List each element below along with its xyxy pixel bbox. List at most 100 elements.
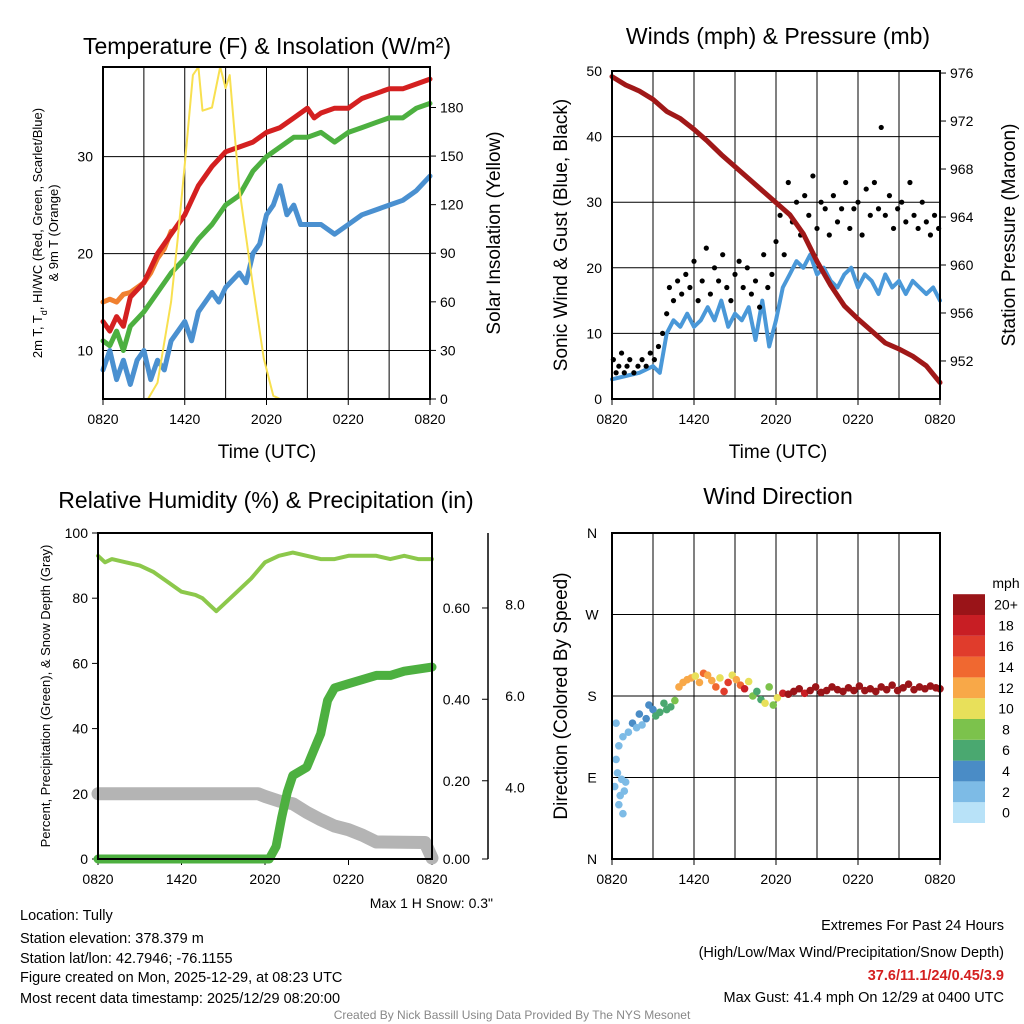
wind-direction-point bbox=[612, 719, 620, 727]
snow-tick-label: 4.0 bbox=[505, 779, 525, 795]
gust-point bbox=[785, 179, 791, 186]
x-tick-label: 2020 bbox=[760, 871, 791, 887]
y-tick-label: 20 bbox=[72, 786, 88, 802]
gust-point bbox=[931, 212, 938, 218]
colorbar-swatch bbox=[953, 781, 985, 803]
wind-direction-point bbox=[635, 710, 644, 718]
x-tick-label: 0220 bbox=[333, 871, 364, 887]
gust-point bbox=[859, 232, 865, 238]
gust-point bbox=[818, 199, 824, 205]
gust-point bbox=[627, 357, 633, 363]
gust-point bbox=[830, 193, 837, 199]
colorbar-label: 12 bbox=[998, 680, 1014, 696]
gust-point bbox=[732, 271, 738, 277]
gust-point bbox=[748, 291, 755, 297]
wind-direction-point bbox=[732, 675, 741, 684]
gust-point bbox=[699, 278, 705, 284]
y2-tick-label: 60 bbox=[440, 294, 456, 310]
gust-point bbox=[711, 265, 718, 271]
colorbar-label: 16 bbox=[998, 638, 1014, 654]
wind-direction-point bbox=[613, 769, 622, 777]
wind-direction-point bbox=[619, 732, 627, 741]
wind-direction-point bbox=[612, 755, 620, 764]
gust-point bbox=[839, 206, 845, 212]
y2-tick-label: 180 bbox=[440, 99, 464, 115]
gust-point bbox=[923, 219, 929, 225]
gust-point bbox=[703, 245, 709, 251]
series-wc bbox=[100, 173, 433, 387]
wind-direction-point bbox=[712, 683, 720, 691]
y-tick-label: W bbox=[585, 607, 599, 623]
y-tick-label: 80 bbox=[72, 590, 88, 606]
plot-frame bbox=[611, 70, 941, 400]
temp-ylabel: 2m T, Td, HI/WC (Red, Green, Scarlet/Blu… bbox=[30, 108, 49, 358]
wind-direction-point bbox=[695, 678, 704, 687]
wind-direction-point bbox=[773, 694, 782, 702]
series-pressure bbox=[609, 74, 943, 386]
x-tick-label: 2020 bbox=[249, 871, 280, 887]
gust-point bbox=[769, 271, 775, 277]
y-tick-label: S bbox=[587, 688, 596, 704]
x-tick-label: 0820 bbox=[87, 411, 118, 427]
y2-tick-label: 120 bbox=[440, 197, 464, 213]
wind-direction-point bbox=[822, 686, 831, 695]
colorbar-swatch bbox=[953, 719, 985, 740]
x-tick-label: 1420 bbox=[166, 871, 197, 887]
x-tick-label: 0220 bbox=[842, 411, 873, 427]
location: Location: Tully bbox=[20, 908, 113, 924]
wind-direction-point bbox=[744, 677, 753, 686]
series-snow-depth bbox=[91, 787, 439, 865]
temp-ylabel-line2: & 9m T (Orange) bbox=[46, 184, 61, 281]
wind-direction-point bbox=[621, 778, 630, 786]
y-tick-label: 50 bbox=[586, 63, 602, 79]
gust-point bbox=[761, 252, 767, 258]
wind-direction-point bbox=[624, 728, 633, 737]
y2-tick-label: 150 bbox=[440, 148, 464, 164]
colorbar-label: 18 bbox=[998, 617, 1014, 633]
gust-point bbox=[886, 193, 893, 199]
gust-point bbox=[911, 212, 917, 218]
extremes-values: 37.6/11.1/24/0.45/3.9 bbox=[868, 968, 1004, 984]
colorbar-swatch bbox=[953, 615, 985, 636]
gust-point bbox=[907, 179, 913, 186]
colorbar-swatch bbox=[953, 698, 985, 719]
y2-tick-label: 964 bbox=[950, 209, 974, 225]
gust-point bbox=[757, 304, 763, 310]
snow-tick-label: 8.0 bbox=[505, 597, 525, 613]
series-2m-t bbox=[100, 76, 433, 334]
y-tick-label: 10 bbox=[77, 343, 93, 359]
x-tick-label: 1420 bbox=[169, 411, 200, 427]
wind-ylabel: Sonic Wind & Gust (Blue, Black) bbox=[551, 99, 572, 371]
series-precipitation bbox=[93, 662, 437, 864]
gust-point bbox=[724, 284, 730, 291]
series-relative-humidity bbox=[96, 550, 434, 614]
pressure-ylabel: Station Pressure (Maroon) bbox=[999, 124, 1020, 347]
gust-point bbox=[679, 291, 685, 297]
x-tick-label: 0820 bbox=[924, 871, 955, 887]
colorbar-label: 10 bbox=[998, 701, 1014, 717]
plot-frame bbox=[97, 532, 433, 860]
wind-direction-point bbox=[691, 672, 700, 680]
gust-point bbox=[843, 179, 849, 186]
y-tick-label: 20 bbox=[586, 260, 602, 276]
gust-point bbox=[664, 311, 670, 317]
gust-point bbox=[919, 199, 925, 205]
wind-direction-point bbox=[855, 682, 864, 690]
gust-point bbox=[810, 173, 816, 179]
gust-point bbox=[777, 212, 783, 218]
gust-point bbox=[643, 363, 649, 369]
gust-point bbox=[635, 363, 641, 369]
wind-direction-point bbox=[850, 686, 858, 695]
wind-direction-point bbox=[642, 714, 650, 723]
gust-point bbox=[814, 225, 820, 232]
temp-xlabel: Time (UTC) bbox=[218, 442, 317, 463]
rh-chart-title: Relative Humidity (%) & Precipitation (i… bbox=[58, 487, 473, 513]
extremes-sub: (High/Low/Max Wind/Precipitation/Snow De… bbox=[699, 945, 1004, 961]
gust-point bbox=[867, 212, 873, 218]
wind-direction-point bbox=[656, 708, 664, 717]
colorbar-swatch bbox=[953, 760, 985, 782]
x-tick-label: 2020 bbox=[251, 411, 282, 427]
y-tick-label: N bbox=[587, 525, 597, 541]
y-tick-label: 100 bbox=[65, 525, 89, 541]
